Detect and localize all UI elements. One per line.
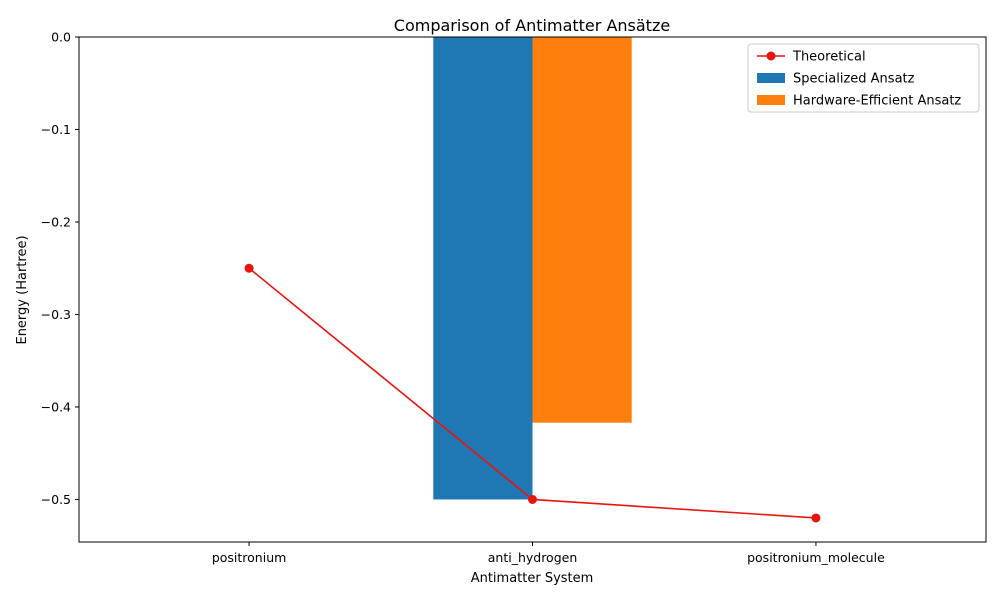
y-tick-label: −0.3 (41, 307, 71, 322)
legend-label: Specialized Ansatz (793, 72, 915, 87)
legend-label: Hardware-Efficient Ansatz (793, 94, 961, 109)
x-axis-label: Antimatter System (471, 571, 594, 586)
legend: Theoretical Specialized Ansatz Hardware-Ef… (747, 43, 980, 113)
bar-anti_hydrogen-series-1 (532, 37, 632, 423)
plot-content (244, 37, 821, 523)
y-tick-label: −0.4 (41, 399, 71, 414)
x-axis: positronium anti_hydrogen positronium_mole… (212, 542, 885, 565)
legend-swatch-bar (757, 73, 785, 83)
legend-swatch-marker (766, 51, 776, 61)
chart-title: Comparison of Antimatter Ansätze (394, 16, 670, 35)
marker-positronium_molecule (811, 513, 821, 523)
marker-positronium (244, 263, 254, 273)
legend-swatch-bar (757, 95, 785, 105)
y-axis-label: Energy (Hartree) (15, 235, 30, 344)
y-tick-label: −0.2 (41, 214, 71, 229)
x-tick-label: positronium_molecule (747, 550, 885, 565)
y-tick-label: −0.1 (41, 122, 71, 137)
x-tick-label: anti_hydrogen (488, 550, 578, 565)
y-tick-label: −0.5 (41, 492, 71, 507)
x-tick-label: positronium (212, 550, 286, 565)
y-tick-label: 0.0 (51, 30, 71, 45)
legend-frame (747, 43, 980, 113)
marker-anti_hydrogen (528, 494, 537, 504)
legend-label: Theoretical (792, 50, 866, 65)
bar-anti_hydrogen-series-0 (433, 37, 533, 500)
y-axis: 0.0 −0.1 −0.2 −0.3 −0.4 −0.5 (41, 30, 79, 507)
